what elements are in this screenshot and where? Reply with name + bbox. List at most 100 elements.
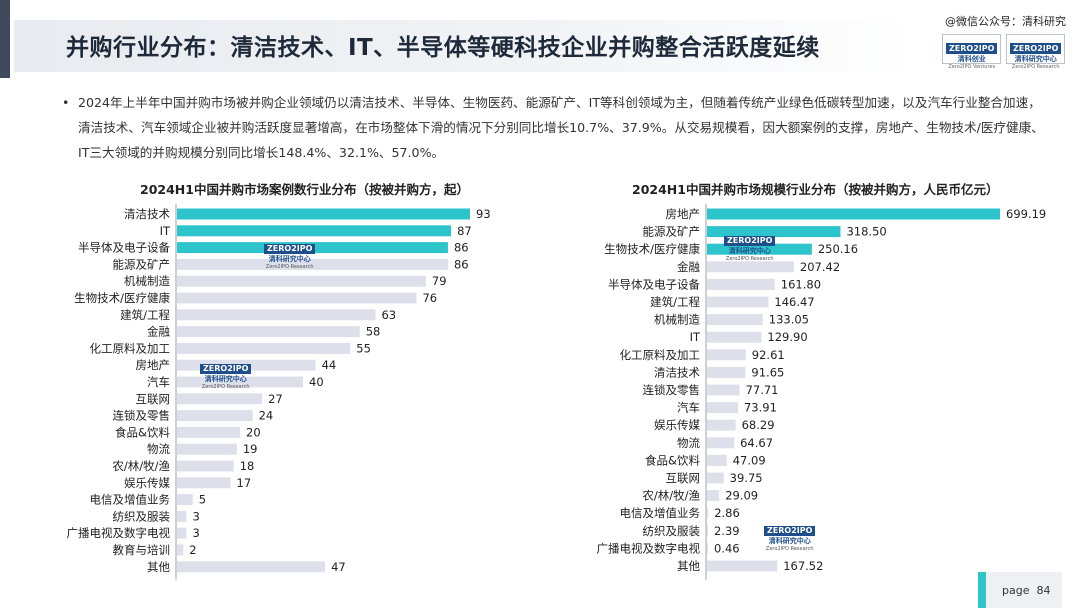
bar [707, 419, 736, 431]
watermark-subtitle: Zero2IPO Research [265, 264, 314, 270]
bar [177, 275, 426, 287]
category-tick-label: 娱乐传媒 [654, 418, 700, 432]
category-tick-label: 半导体及电子设备 [608, 277, 700, 291]
data-label: 64.67 [740, 436, 773, 450]
bar [177, 410, 253, 422]
data-label: 167.52 [783, 559, 823, 573]
category-tick-label: 金融 [677, 260, 700, 274]
bar [177, 292, 417, 304]
chart-title-count: 2024H1中国并购市场案例数行业分布（按被并购方，起） [140, 182, 469, 197]
category-tick-label: 连锁及零售 [113, 409, 171, 423]
bar [177, 477, 231, 489]
data-label: 29.09 [725, 489, 758, 503]
data-label: 2 [189, 543, 196, 557]
category-tick-label: 农/林/牧/渔 [112, 459, 170, 473]
category-tick-label: 机械制造 [654, 313, 700, 327]
category-tick-label: 清洁技术 [654, 365, 700, 379]
bar [707, 366, 746, 378]
bar [177, 393, 263, 405]
data-label: 161.80 [781, 277, 821, 291]
category-tick-label: 食品&饮料 [645, 453, 700, 467]
watermark-subtitle: Zero2IPO Research [201, 384, 250, 390]
deal-amount-bar-chart: 房地产 699.19 能源及矿产 318.50 生物技术/医疗健康 250.16 金融 207… [597, 204, 1046, 580]
watermark-wordmark: ZERO2IPO [264, 244, 316, 254]
data-label: 2.86 [714, 506, 740, 520]
bar [177, 426, 241, 438]
category-tick-label: 纺织及服装 [113, 509, 171, 523]
data-label: 55 [356, 341, 371, 355]
logo-subtitle: Zero2IPO Ventures [948, 64, 996, 70]
bar [177, 527, 187, 539]
bar [177, 225, 452, 237]
data-label: 86 [454, 241, 469, 255]
bar [707, 402, 738, 414]
category-tick-label: 其他 [677, 559, 700, 573]
watermark-name: 清科研究中心 [204, 375, 247, 383]
bar [707, 542, 708, 554]
data-label: 58 [366, 325, 381, 339]
bar [707, 349, 746, 361]
data-label: 39.75 [730, 471, 763, 485]
data-label: 93 [476, 207, 491, 221]
bar [707, 314, 763, 326]
category-tick-label: 其他 [147, 560, 170, 574]
data-label: 68.29 [742, 418, 775, 432]
page-number-value: 84 [1036, 584, 1051, 597]
bar [707, 454, 727, 466]
bar [707, 331, 762, 343]
data-label: 20 [246, 425, 261, 439]
chart-watermark-logo: ZERO2IPO 清科研究中心 Zero2IPO Research [200, 356, 252, 390]
data-label: 0.46 [714, 541, 740, 555]
bar [177, 309, 376, 321]
bar [707, 226, 841, 238]
category-tick-label: 互联网 [666, 471, 701, 485]
deal-count-bar-chart: 清洁技术 93 IT 87 半导体及电子设备 86 能源及矿产 86 机械制造 79 生物技术/医疗… [67, 204, 491, 580]
bar [177, 326, 360, 338]
bar [177, 258, 448, 270]
data-label: 3 [192, 526, 199, 540]
category-tick-label: 互联网 [136, 392, 171, 406]
bar [707, 472, 724, 484]
category-tick-label: 纺织及服装 [643, 524, 701, 538]
bullet-dot: • [62, 95, 70, 110]
category-tick-label: 清洁技术 [124, 207, 170, 221]
zero2ipo-research-logo: ZERO2IPO 清科研究中心 Zero2IPO Research [1006, 34, 1066, 70]
logo-name: 清科创业 [957, 55, 986, 63]
data-label: 699.19 [1006, 207, 1046, 221]
bar [707, 525, 709, 537]
category-tick-label: 化工原料及加工 [620, 348, 701, 362]
category-tick-label: IT [690, 330, 701, 344]
category-tick-label: 广播电视及数字电视 [597, 541, 701, 555]
category-tick-label: 食品&饮料 [115, 425, 170, 439]
logo-wordmark: ZERO2IPO [946, 43, 998, 54]
chart-watermark-logo: ZERO2IPO 清科研究中心 Zero2IPO Research [264, 236, 316, 270]
watermark-name: 清科研究中心 [268, 255, 311, 263]
bar [177, 342, 351, 354]
bar [707, 243, 812, 255]
watermark-wordmark: ZERO2IPO [200, 364, 252, 374]
category-tick-label: 半导体及电子设备 [78, 241, 170, 255]
category-tick-label: 房地产 [136, 358, 171, 372]
bar [177, 494, 193, 506]
data-label: 2.39 [714, 524, 740, 538]
data-label: 86 [454, 257, 469, 271]
category-tick-label: 汽车 [147, 375, 170, 389]
footer-accent [978, 572, 986, 608]
category-tick-label: 物流 [147, 442, 170, 456]
data-label: 47.09 [733, 453, 766, 467]
bar [707, 208, 1000, 220]
data-label: 250.16 [818, 242, 858, 256]
data-label: 87 [457, 224, 472, 238]
bar [177, 561, 326, 573]
bar [707, 490, 720, 502]
bar [707, 560, 778, 572]
page-word: page [1002, 584, 1030, 597]
data-label: 5 [199, 493, 206, 507]
data-label: 3 [192, 509, 199, 523]
zero2ipo-ventures-logo: ZERO2IPO 清科创业 Zero2IPO Ventures [942, 34, 1002, 70]
data-label: 92.61 [752, 348, 785, 362]
bar [707, 296, 769, 308]
header-accent-bar [0, 0, 10, 78]
category-tick-label: 能源及矿产 [113, 257, 171, 271]
watermark-subtitle: Zero2IPO Research [725, 256, 774, 262]
